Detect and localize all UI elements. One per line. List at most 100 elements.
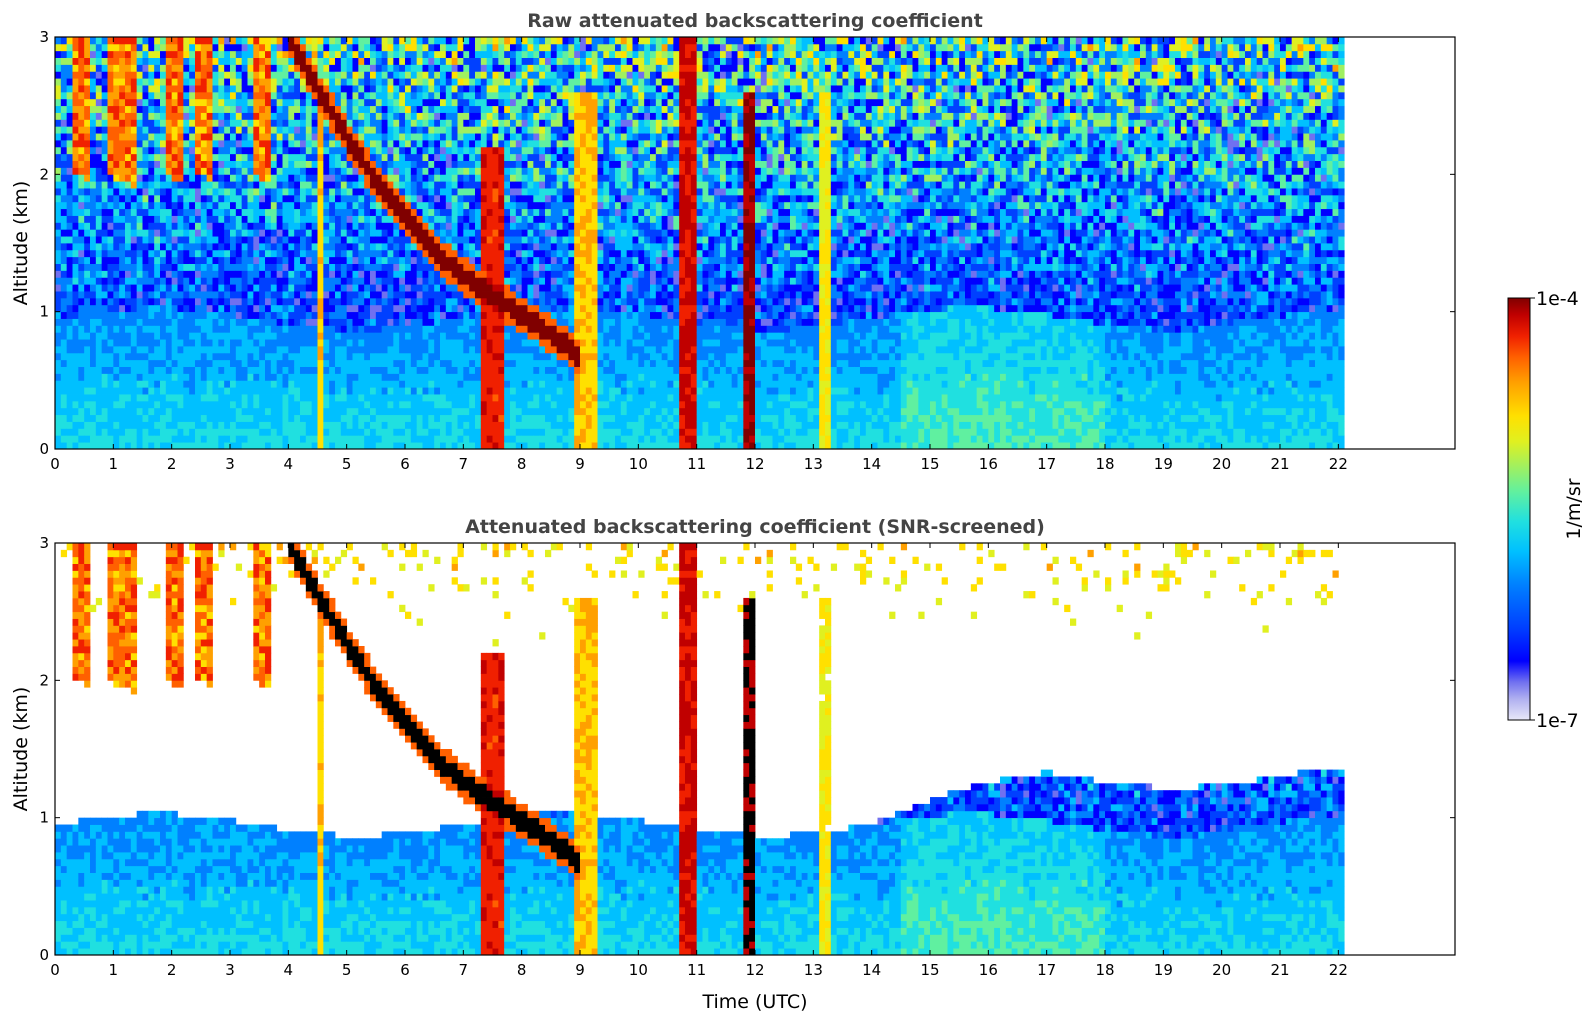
heatmap-cell — [78, 428, 85, 436]
heatmap-cell — [189, 71, 196, 79]
heatmap-cell — [515, 263, 523, 271]
heatmap-cell — [335, 50, 342, 58]
heatmap-cell — [72, 153, 79, 161]
heatmap-cell — [212, 146, 219, 155]
heatmap-cell — [90, 229, 97, 237]
heatmap-cell — [230, 71, 237, 79]
heatmap-cell — [451, 85, 458, 93]
heatmap-cell — [475, 167, 482, 175]
heatmap-cell — [393, 318, 400, 326]
heatmap-cell — [475, 394, 482, 402]
heatmap-cell — [72, 352, 79, 361]
heatmap-cell — [171, 366, 178, 374]
heatmap-cell — [224, 442, 231, 449]
heatmap-cell — [241, 208, 248, 216]
heatmap-cell — [533, 311, 540, 319]
heatmap-cell — [66, 112, 73, 120]
heatmap-cell — [160, 387, 167, 395]
heatmap-cell — [119, 78, 126, 86]
heatmap-cell — [288, 119, 295, 127]
heatmap-cell — [270, 64, 278, 72]
heatmap-cell — [125, 400, 132, 409]
heatmap-cell — [247, 243, 254, 251]
heatmap-cell — [434, 57, 441, 65]
heatmap-cell — [370, 181, 377, 189]
heatmap-cell — [352, 284, 359, 292]
heatmap-cell — [434, 64, 441, 72]
heatmap-cell — [340, 105, 348, 113]
heatmap-cell — [486, 284, 493, 292]
heatmap-cell — [375, 442, 383, 449]
heatmap-cell — [130, 270, 138, 278]
heatmap-cell — [323, 153, 330, 161]
heatmap-cell — [206, 119, 213, 127]
heatmap-cell — [183, 263, 190, 271]
heatmap-cell — [370, 112, 377, 120]
heatmap-cell — [469, 181, 476, 189]
heatmap-cell — [504, 126, 511, 134]
heatmap-cell — [154, 421, 161, 429]
heatmap-cell — [434, 71, 441, 79]
heatmap-cell — [463, 304, 470, 313]
heatmap-cell — [136, 311, 143, 319]
heatmap-cell — [253, 146, 260, 155]
heatmap-cell — [230, 174, 237, 182]
heatmap-cell — [521, 37, 528, 45]
heatmap-cell — [206, 78, 213, 86]
heatmap-cell — [311, 105, 318, 113]
heatmap-cell — [60, 188, 68, 196]
heatmap-cell — [282, 435, 289, 443]
heatmap-cell — [282, 387, 289, 395]
heatmap-cell — [200, 208, 208, 216]
heatmap-cell — [253, 57, 260, 65]
heatmap-cell — [451, 304, 458, 313]
heatmap-cell — [160, 435, 167, 443]
heatmap-cell — [206, 91, 213, 100]
heatmap-cell — [451, 428, 458, 436]
heatmap-cell — [235, 394, 243, 402]
heatmap-cell — [265, 146, 272, 155]
heatmap-cell — [305, 78, 313, 86]
heatmap-cell — [416, 297, 423, 306]
heatmap-cell — [60, 208, 68, 216]
heatmap-cell — [95, 140, 103, 148]
heatmap-cell — [206, 71, 213, 79]
heatmap-cell — [381, 435, 388, 443]
heatmap-cell — [265, 78, 272, 86]
heatmap-cell — [195, 332, 202, 340]
heatmap-cell — [475, 208, 482, 216]
heatmap-cell — [410, 311, 418, 319]
heatmap-cell — [60, 243, 68, 251]
heatmap-cell — [259, 394, 266, 402]
heatmap-cell — [480, 78, 488, 86]
heatmap-cell — [282, 64, 289, 72]
heatmap-cell — [95, 215, 103, 223]
heatmap-cell — [399, 153, 406, 161]
heatmap-cell — [329, 57, 336, 65]
heatmap-cell — [393, 249, 400, 258]
heatmap-cell — [183, 414, 190, 422]
heatmap-cell — [294, 373, 301, 381]
heatmap-cell — [311, 194, 318, 203]
heatmap-cell — [387, 339, 394, 347]
heatmap-cell — [393, 359, 400, 367]
heatmap-cell — [375, 105, 383, 113]
heatmap-cell — [422, 435, 429, 443]
heatmap-cell — [253, 284, 260, 292]
heatmap-cell — [323, 64, 330, 72]
heatmap-cell — [171, 352, 178, 361]
heatmap-cell — [492, 352, 499, 361]
heatmap-cell — [171, 194, 178, 203]
heatmap-cell — [492, 160, 499, 168]
heatmap-cell — [510, 414, 517, 422]
heatmap-cell — [480, 304, 488, 313]
heatmap-cell — [72, 359, 79, 367]
heatmap-cell — [265, 359, 272, 367]
heatmap-cell — [107, 332, 114, 340]
heatmap-cell — [212, 201, 219, 210]
heatmap-cell — [212, 71, 219, 79]
heatmap-cell — [288, 64, 295, 72]
heatmap-cell — [510, 71, 517, 79]
heatmap-cell — [183, 208, 190, 216]
heatmap-cell — [300, 78, 307, 86]
